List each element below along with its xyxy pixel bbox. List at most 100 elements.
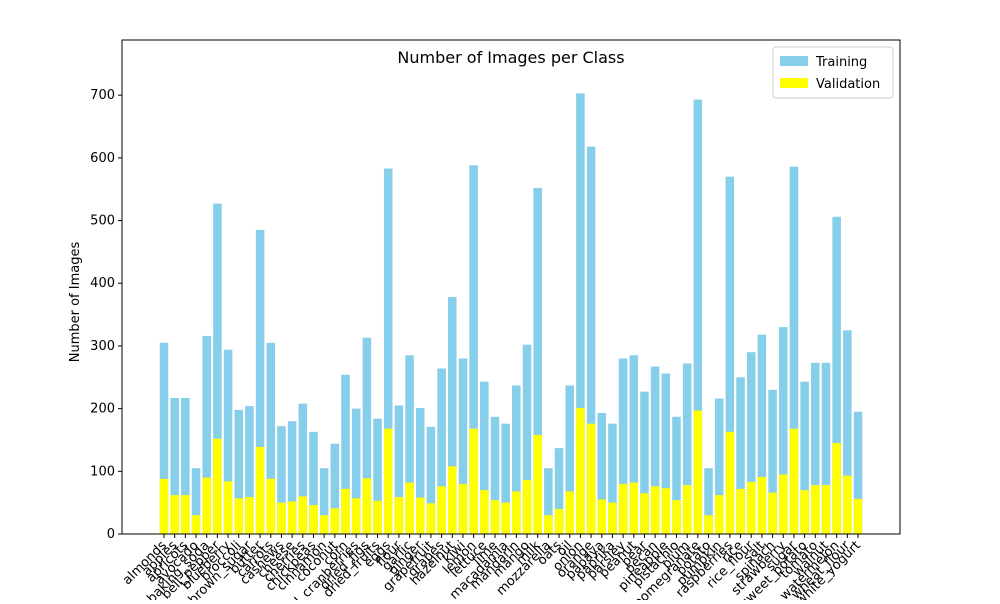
bar — [736, 377, 745, 534]
bar — [458, 358, 468, 534]
bar — [298, 403, 308, 534]
bar — [789, 166, 799, 534]
bar — [234, 409, 244, 534]
bar — [544, 515, 553, 534]
bar — [469, 428, 478, 534]
bar — [319, 515, 329, 534]
bar — [490, 500, 500, 534]
bar — [768, 492, 777, 534]
bar — [597, 499, 607, 534]
y-tick-label: 600 — [90, 151, 115, 166]
y-tick-label: 0 — [107, 527, 115, 542]
bar — [490, 416, 500, 534]
bar — [640, 391, 649, 534]
bar — [650, 486, 660, 534]
bar — [832, 443, 841, 534]
bar — [853, 411, 863, 534]
bar — [383, 168, 393, 534]
bar — [693, 410, 703, 534]
bar — [608, 502, 617, 534]
bar — [319, 468, 329, 534]
bar — [245, 497, 254, 534]
bar — [725, 176, 735, 534]
bar — [469, 165, 478, 534]
bar — [383, 428, 393, 534]
bar — [650, 366, 660, 534]
bar — [415, 407, 425, 534]
bar — [533, 434, 542, 534]
bar — [437, 486, 446, 534]
y-tick-label: 300 — [90, 339, 115, 354]
plot-frame — [121, 39, 901, 535]
y-axis-label: Number of Images — [68, 242, 83, 363]
bar — [821, 485, 831, 534]
bar — [191, 468, 201, 534]
bar — [565, 385, 574, 534]
bar — [768, 389, 777, 534]
bar — [843, 330, 852, 534]
bar — [757, 476, 767, 534]
bar — [757, 334, 767, 534]
bar — [544, 468, 553, 534]
y-tick-label: 500 — [90, 214, 115, 229]
bar — [821, 362, 831, 534]
y-tick-label: 700 — [90, 88, 115, 103]
bar — [576, 93, 585, 534]
y-tick-label: 200 — [90, 402, 115, 417]
bar — [341, 488, 350, 534]
bar — [480, 490, 489, 534]
bar — [373, 418, 382, 534]
bar — [554, 448, 564, 534]
bar — [714, 495, 724, 534]
bar — [832, 216, 841, 534]
bar — [725, 431, 735, 534]
bar — [512, 385, 521, 534]
chart-title: Number of Images per Class — [397, 48, 624, 67]
bar — [266, 342, 276, 534]
bar — [266, 478, 276, 534]
bar — [448, 466, 457, 534]
bar — [629, 355, 639, 534]
bar — [554, 508, 564, 534]
bar — [255, 446, 265, 534]
bar — [351, 408, 361, 534]
bar — [522, 480, 532, 534]
bar — [170, 397, 179, 534]
bar — [746, 352, 756, 534]
bar — [405, 482, 414, 534]
bar — [159, 478, 169, 534]
bar — [533, 187, 542, 535]
legend-label: Training — [815, 55, 867, 70]
bar — [746, 481, 756, 534]
bar — [287, 501, 297, 534]
bar — [202, 477, 211, 534]
bar — [330, 443, 340, 534]
bar — [704, 515, 713, 534]
bar — [565, 491, 574, 534]
bar — [159, 342, 169, 534]
bar — [853, 498, 863, 534]
bar — [693, 99, 703, 534]
bar — [191, 515, 201, 534]
bar — [277, 502, 286, 534]
y-tick-label: 100 — [90, 464, 115, 479]
bar — [811, 362, 820, 534]
bar — [778, 327, 788, 534]
bar — [362, 478, 372, 534]
bar — [618, 358, 628, 534]
bar — [501, 423, 510, 534]
bar — [213, 438, 222, 534]
legend-label: Validation — [816, 77, 880, 92]
bar — [618, 483, 628, 534]
bar — [672, 500, 681, 534]
bar — [480, 381, 489, 534]
bar — [223, 349, 233, 534]
bar — [458, 483, 468, 534]
bar — [576, 407, 585, 534]
bar — [181, 495, 190, 534]
bar — [213, 203, 222, 534]
bar — [522, 344, 532, 534]
bar — [234, 498, 244, 534]
bar — [362, 337, 372, 534]
bar — [672, 416, 681, 534]
